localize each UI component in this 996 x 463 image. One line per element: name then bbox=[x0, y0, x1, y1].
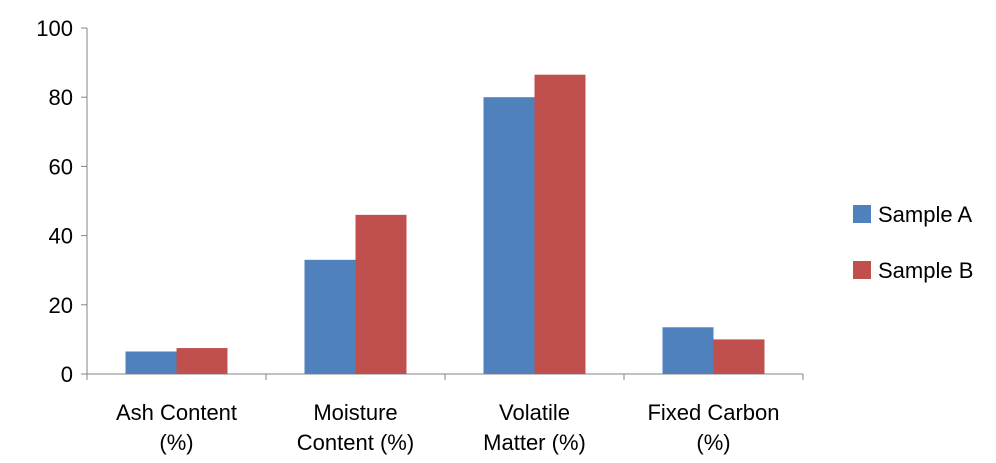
bar-sample-a bbox=[662, 327, 714, 374]
x-category-label-line: Ash Content bbox=[116, 400, 237, 425]
legend: Sample A Sample B bbox=[853, 202, 973, 283]
bar-sample-b bbox=[355, 214, 407, 374]
bar-sample-a bbox=[483, 97, 535, 374]
legend-swatch bbox=[853, 261, 871, 279]
bar-sample-b bbox=[713, 339, 765, 374]
x-category-label: Volatile Matter (%) bbox=[483, 400, 586, 455]
legend-label: Sample A bbox=[878, 202, 972, 227]
x-category-label-line: Moisture bbox=[313, 400, 397, 425]
legend-label: Sample B bbox=[878, 258, 973, 283]
bar-sample-a bbox=[125, 351, 177, 374]
y-tick-label: 20 bbox=[49, 293, 73, 318]
y-tick-label: 100 bbox=[36, 16, 73, 41]
x-category-label-line: Matter (%) bbox=[483, 430, 586, 455]
x-category-label-line: (%) bbox=[159, 430, 193, 455]
x-category-label: Fixed Carbon (%) bbox=[647, 400, 779, 455]
x-category-label: Ash Content (%) bbox=[116, 400, 237, 455]
bar-sample-b bbox=[176, 348, 228, 374]
x-category-label-line: Volatile bbox=[499, 400, 570, 425]
bars bbox=[125, 74, 765, 375]
y-tick-label: 0 bbox=[61, 362, 73, 387]
x-category-label: Moisture Content (%) bbox=[297, 400, 414, 455]
x-axis: Ash Content (%) Moisture Content (%) Volatil… bbox=[86, 373, 804, 455]
y-tick-label: 40 bbox=[49, 224, 73, 249]
x-category-label-line: (%) bbox=[696, 430, 730, 455]
y-tick-label: 80 bbox=[49, 85, 73, 110]
legend-swatch bbox=[853, 205, 871, 223]
x-category-label-line: Fixed Carbon bbox=[647, 400, 779, 425]
y-tick-label: 60 bbox=[49, 154, 73, 179]
bar-sample-a bbox=[304, 259, 356, 374]
y-axis: 0 20 40 60 80 100 bbox=[36, 16, 88, 387]
x-category-label-line: Content (%) bbox=[297, 430, 414, 455]
bar-sample-b bbox=[534, 74, 586, 375]
